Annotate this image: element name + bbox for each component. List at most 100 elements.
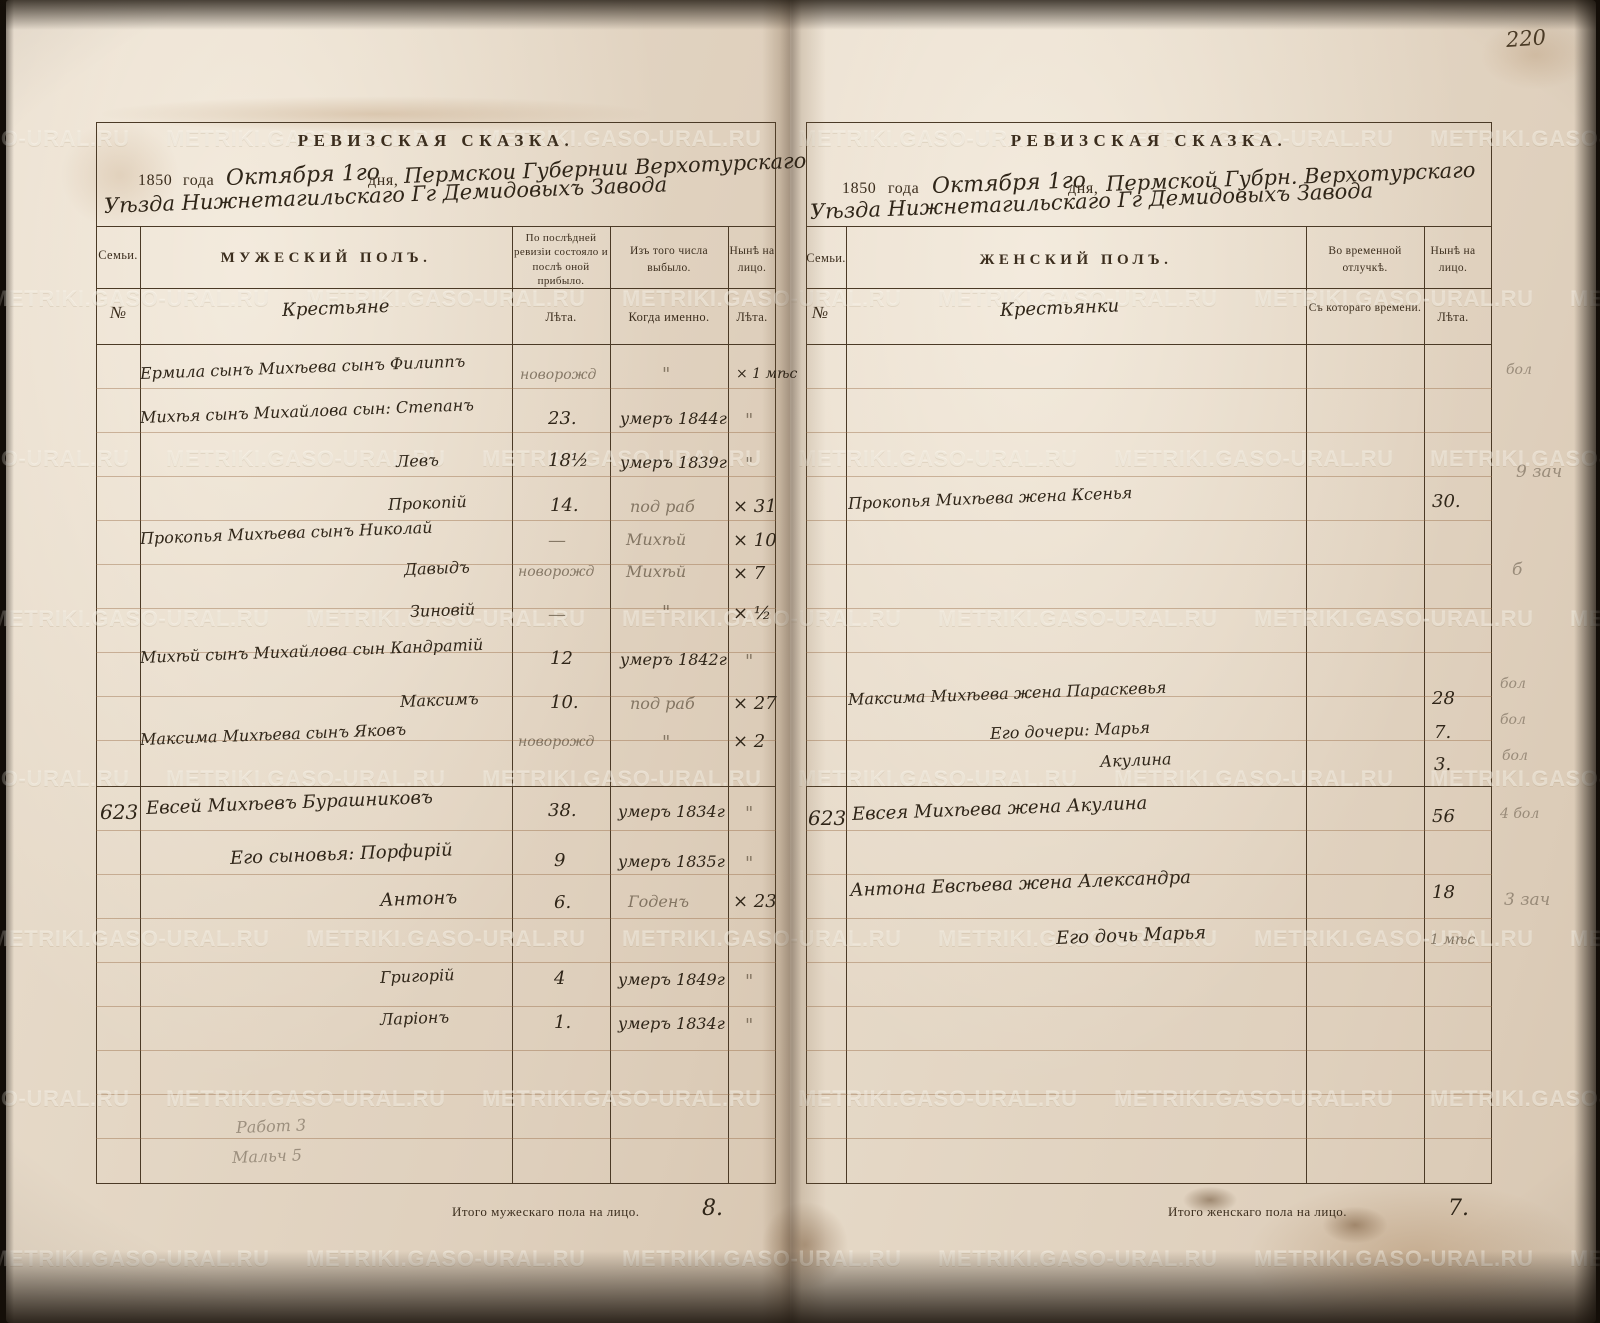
left-subheader-names-handwritten: Крестьяне: [281, 295, 390, 321]
folio-number: 220: [1505, 25, 1547, 52]
pencil-note: Работ 3: [235, 1115, 307, 1137]
left-row-rule: [96, 1094, 776, 1095]
right-row-rule: [806, 1138, 1492, 1139]
right-header-absent: Во временной отлучкѣ.: [1328, 245, 1402, 274]
left-footer-value: 8.: [702, 1196, 723, 1221]
table-row-present: × 23: [733, 891, 777, 912]
right-col-names: [1306, 226, 1308, 1184]
table-row-departed: умеръ 1842г: [620, 650, 727, 669]
margin-note: 9 зач: [1516, 462, 1563, 482]
table-row-departed: Михѣй: [626, 530, 687, 549]
table-row-name: Прокопій: [387, 491, 468, 514]
table-row-age: 1.: [554, 1012, 572, 1033]
left-header-rule: [96, 226, 776, 228]
table-row-departed: умеръ 1844г: [620, 409, 727, 428]
table-row-departed: ": [662, 602, 671, 623]
left-row-rule: [96, 520, 776, 521]
left-row-rule: [96, 1138, 776, 1139]
left-row-rule: [96, 918, 776, 919]
right-row-rule: [806, 388, 1492, 389]
left-row-rule: [96, 830, 776, 831]
right-row-rule: [806, 1050, 1492, 1051]
margin-note: бол: [1500, 676, 1526, 692]
table-row-present: ": [745, 651, 754, 672]
table-row-present: 28: [1432, 688, 1455, 709]
right-subheader-number: №: [812, 303, 829, 322]
right-row-rule: [806, 520, 1492, 521]
table-row-name: Зиновій: [409, 599, 476, 621]
table-row-departed: умеръ 1839г: [620, 453, 727, 472]
left-header-family: Семьи.: [98, 248, 138, 262]
left-header-prev-revision: По послѣдней ревизіи состояло и послѣ он…: [514, 232, 608, 287]
pencil-note: Мальч 5: [231, 1145, 303, 1167]
left-subheader-years2: Лѣта.: [736, 310, 768, 324]
table-row-age: 18½: [548, 450, 589, 471]
left-family-rule: [96, 786, 776, 788]
right-footer-label: Итого женскаго пола на лицо.: [1168, 1204, 1348, 1219]
table-row-departed: под раб: [630, 497, 695, 516]
table-row-age: новорожд: [520, 367, 597, 383]
table-row-departed: под раб: [630, 694, 695, 713]
table-row-present: × ½: [733, 603, 772, 624]
table-row-age: 38.: [548, 800, 577, 821]
table-row-departed: умеръ 1834г: [618, 802, 725, 821]
left-col-years1: [610, 226, 612, 1184]
table-row-age: —: [548, 530, 566, 551]
table-row-age: 23.: [548, 408, 577, 429]
table-row-family: 623: [808, 806, 847, 830]
right-subheader-years: Лѣта.: [1437, 310, 1469, 324]
table-row-present: ": [745, 1015, 754, 1036]
table-row-departed: умеръ 1835г: [618, 852, 725, 871]
table-row-present: ": [745, 410, 754, 431]
table-row-age: 14.: [550, 495, 579, 516]
table-row-present: ": [745, 803, 754, 824]
right-table-frame: [806, 122, 1492, 1184]
table-row-departed: умеръ 1849г: [618, 970, 725, 989]
table-row-departed: ": [662, 364, 671, 385]
left-row-rule: [96, 1050, 776, 1051]
table-row-departed: ": [662, 732, 671, 753]
right-row-rule: [806, 476, 1492, 477]
right-header-rule: [806, 226, 1492, 228]
right-col-family: [846, 226, 848, 1184]
right-body-rule: [806, 344, 1492, 346]
margin-note: бол: [1500, 712, 1526, 728]
right-year: 1850: [842, 180, 877, 197]
left-header-sex: МУЖЕСКИЙ ПОЛЪ.: [220, 250, 432, 266]
left-col-when: [728, 226, 730, 1184]
right-row-rule: [806, 608, 1492, 609]
table-row-age: 12: [550, 648, 573, 669]
table-row-age: —: [548, 604, 566, 625]
right-col-absent: [1424, 226, 1426, 1184]
margin-note: бол: [1506, 362, 1532, 378]
table-row-present: × 1 мѣс: [736, 366, 798, 382]
table-row-name: Максимъ: [399, 688, 479, 711]
left-col-names: [512, 226, 514, 1184]
table-row-present: ": [745, 454, 754, 475]
table-row-present: 1 мѣс: [1430, 932, 1476, 948]
margin-note: б: [1512, 560, 1523, 580]
right-family-rule: [806, 786, 1492, 788]
right-row-rule: [806, 652, 1492, 653]
right-header-sex: ЖЕНСКИЙ ПОЛЪ.: [979, 252, 1173, 268]
right-subheader-since: Съ котораго времени.: [1308, 302, 1422, 314]
left-row-rule: [96, 476, 776, 477]
table-row-name: Ларіонъ: [379, 1007, 450, 1029]
table-row-age: 9: [554, 850, 566, 871]
table-row-present: 3.: [1434, 754, 1452, 775]
left-subheader-years1: Лѣта.: [545, 310, 577, 324]
table-row-present: 18: [1432, 882, 1455, 903]
left-subheader-rule: [96, 288, 776, 290]
left-year-label: года: [183, 172, 215, 189]
table-row-age: новорожд: [518, 564, 595, 580]
right-row-rule: [806, 1094, 1492, 1095]
table-row-name: Григорій: [379, 965, 455, 987]
table-row-age: 4: [554, 968, 566, 989]
table-row-present: × 31: [733, 496, 777, 517]
table-row-departed: умеръ 1834г: [618, 1014, 725, 1033]
table-row-present: × 10: [733, 530, 777, 551]
table-row-age: новорожд: [518, 734, 595, 750]
table-row-present: 30.: [1432, 491, 1461, 512]
table-row-age: 10.: [550, 692, 579, 713]
right-row-rule: [806, 564, 1492, 565]
